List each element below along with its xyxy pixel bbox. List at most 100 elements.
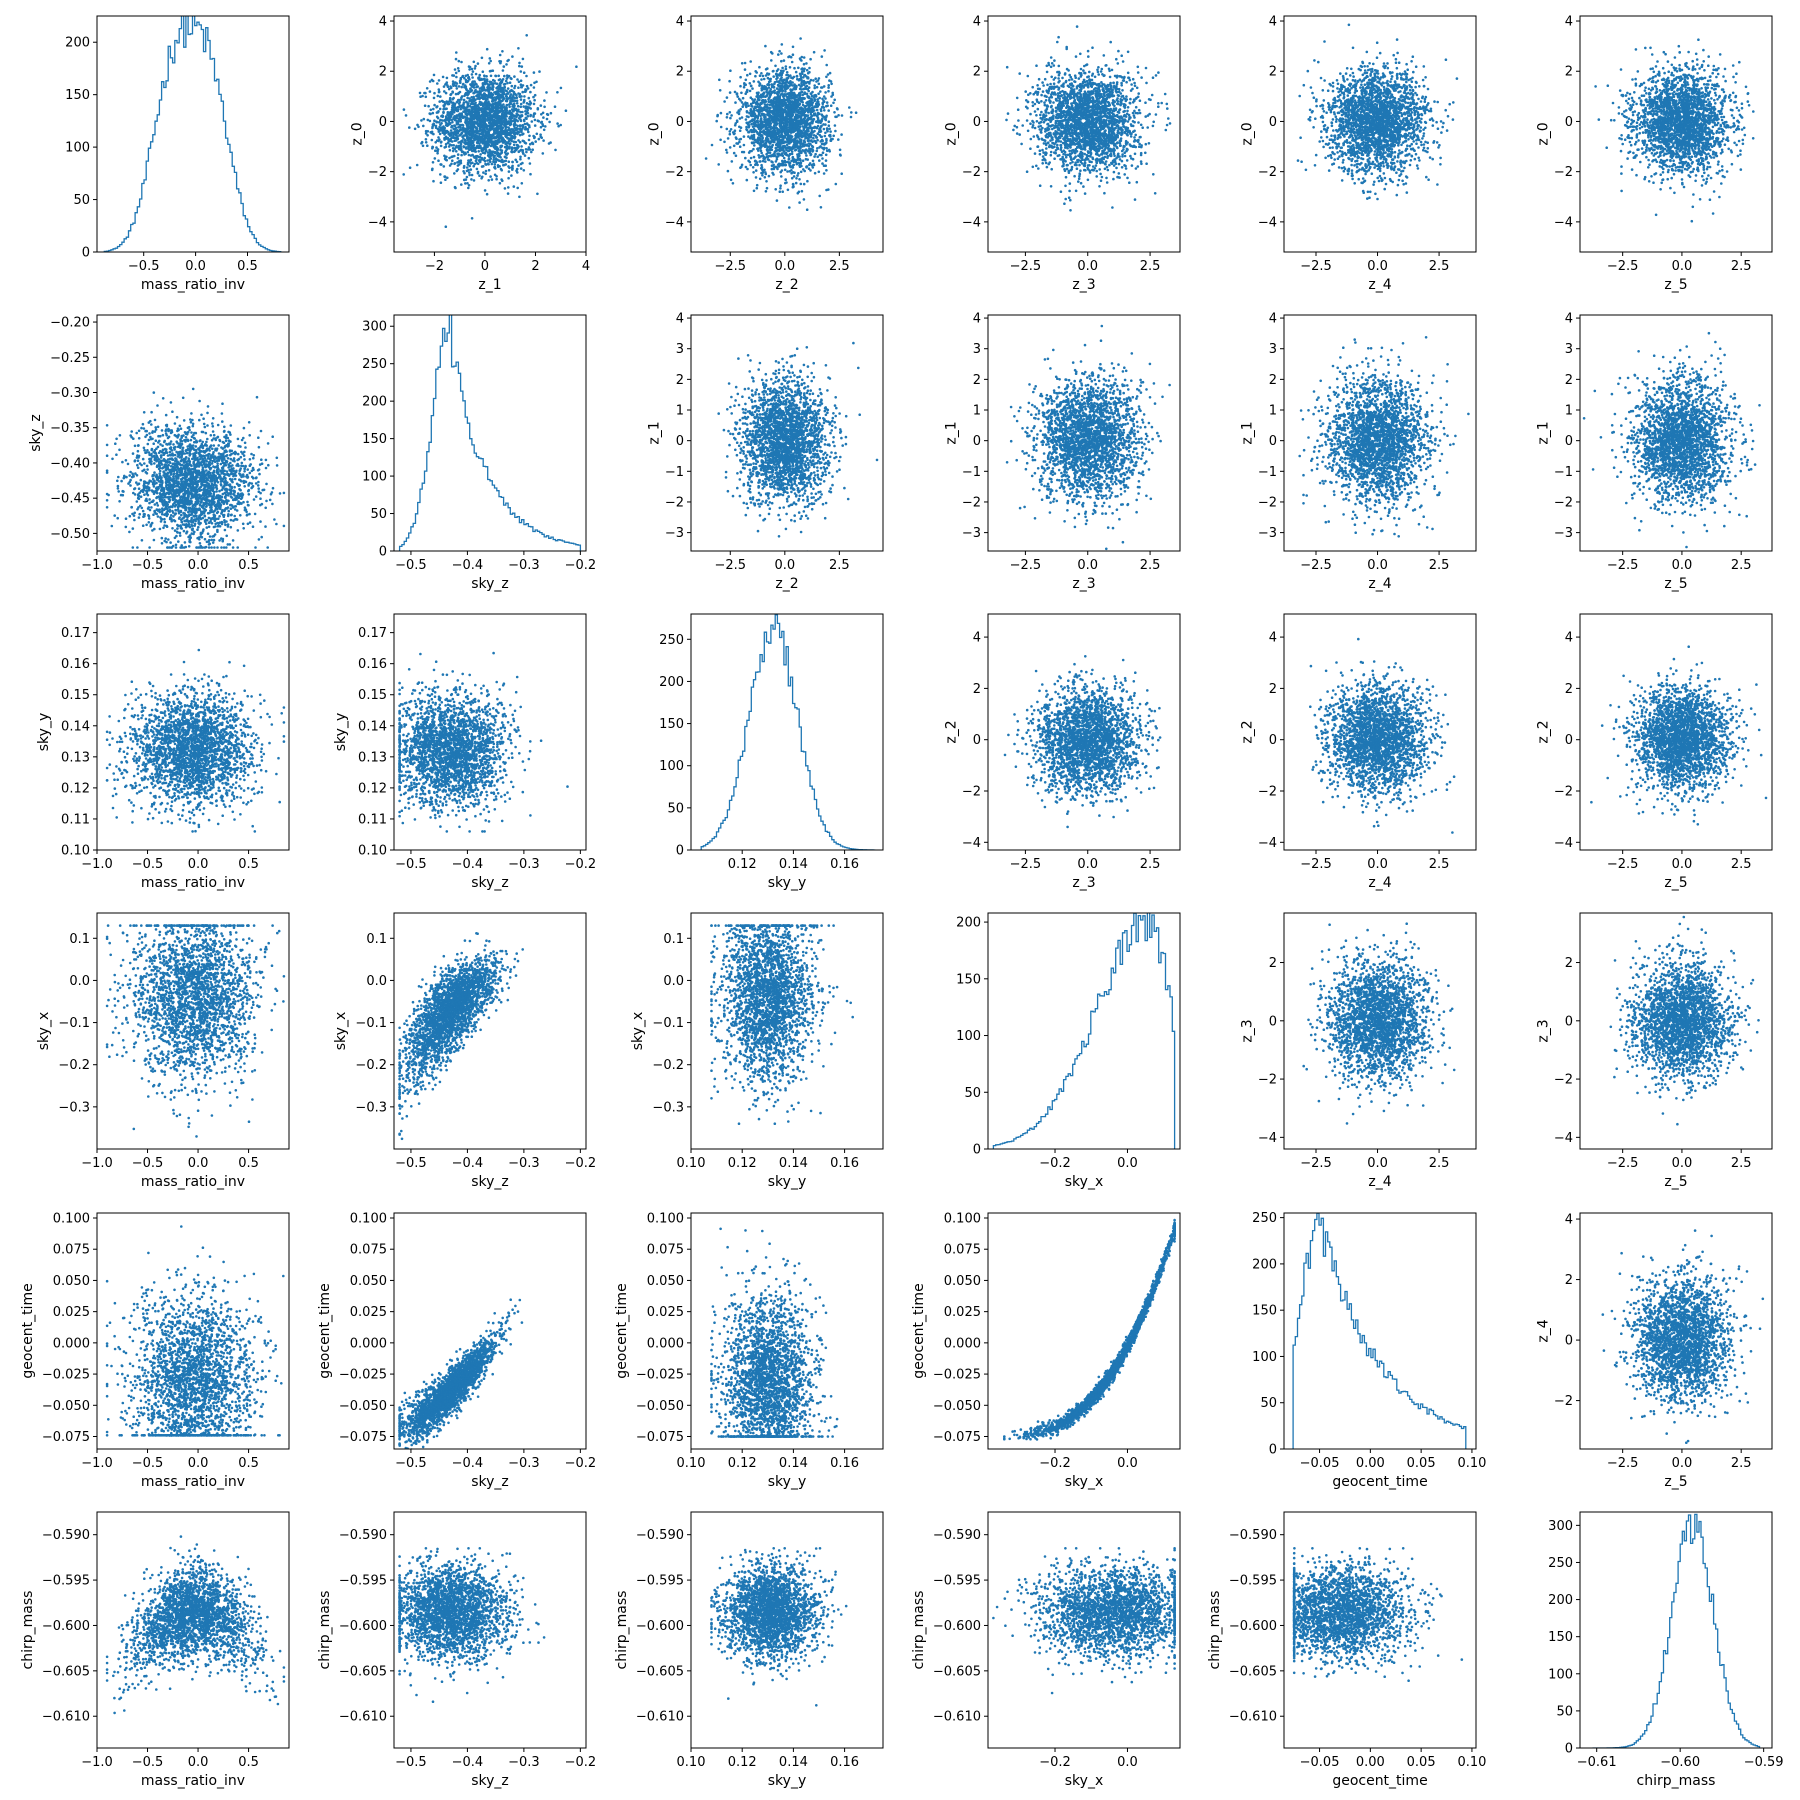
scatter-point	[459, 120, 462, 123]
scatter-point	[795, 144, 798, 147]
scatter-point	[468, 100, 471, 103]
scatter-point	[793, 97, 796, 100]
scatter-point	[431, 169, 434, 172]
scatter-point	[756, 148, 759, 151]
scatter-point	[430, 109, 433, 112]
scatter-point	[455, 145, 458, 148]
axes-frame	[97, 16, 289, 252]
scatter-point	[414, 128, 417, 131]
scatter-point	[758, 103, 761, 106]
scatter-point	[499, 84, 502, 87]
scatter-point	[523, 169, 526, 172]
scatter-point	[497, 159, 500, 162]
scatter-point	[795, 177, 798, 180]
scatter-point	[448, 145, 451, 148]
scatter-point	[764, 95, 767, 98]
scatter-point	[494, 161, 497, 164]
scatter-point	[744, 157, 747, 160]
scatter-point	[729, 111, 732, 114]
scatter-point	[777, 163, 780, 166]
scatter-point	[766, 147, 769, 150]
scatter-point	[729, 133, 732, 136]
scatter-point	[509, 112, 512, 115]
scatter-point	[781, 90, 784, 93]
scatter-point	[549, 141, 552, 144]
scatter-point	[455, 127, 458, 130]
scatter-point	[782, 161, 785, 164]
scatter-point	[795, 182, 798, 185]
scatter-point	[545, 91, 548, 94]
scatter-point	[512, 110, 515, 113]
scatter-point	[461, 139, 464, 142]
scatter-point	[503, 120, 506, 123]
scatter-point	[520, 83, 523, 86]
scatter-point	[456, 129, 459, 132]
scatter-point	[801, 114, 804, 117]
scatter-point	[736, 95, 739, 98]
scatter-point	[495, 175, 498, 178]
scatter-point	[797, 155, 800, 158]
scatter-point	[785, 147, 788, 150]
scatter-point	[468, 171, 471, 174]
scatter-point	[731, 160, 734, 163]
scatter-point	[775, 160, 778, 163]
scatter-point	[807, 114, 810, 117]
y-axis-label: z_0	[350, 122, 366, 145]
scatter-point	[779, 187, 782, 190]
scatter-point	[541, 123, 544, 126]
scatter-point	[438, 100, 441, 103]
scatter-point	[798, 149, 801, 152]
scatter-point	[508, 128, 511, 131]
scatter-point	[827, 109, 830, 112]
scatter-point	[759, 178, 762, 181]
scatter-point	[820, 154, 823, 157]
scatter-point	[795, 118, 798, 121]
scatter-point	[814, 112, 817, 115]
scatter-point	[473, 86, 476, 89]
scatter-point	[745, 126, 748, 129]
scatter-point	[772, 141, 775, 144]
scatter-point	[789, 125, 792, 128]
scatter-point	[774, 115, 777, 118]
scatter-point	[827, 188, 830, 191]
scatter-point	[1026, 170, 1029, 173]
scatter-point	[755, 103, 758, 106]
scatter-point	[475, 73, 478, 76]
scatter-point	[839, 149, 842, 152]
scatter-point	[432, 133, 435, 136]
scatter-point	[812, 166, 815, 169]
scatter-point	[828, 149, 831, 152]
scatter-point	[759, 144, 762, 147]
scatter-point	[791, 121, 794, 124]
scatter-point	[790, 160, 793, 163]
scatter-point	[783, 98, 786, 101]
scatter-point	[520, 106, 523, 109]
scatter-point	[542, 139, 545, 142]
scatter-point	[484, 100, 487, 103]
scatter-point	[810, 122, 813, 125]
scatter-point	[472, 135, 475, 138]
scatter-point	[437, 95, 440, 98]
scatter-point	[507, 186, 510, 189]
scatter-point	[756, 109, 759, 112]
scatter-point	[478, 115, 481, 118]
scatter-point	[760, 150, 763, 153]
scatter-point	[528, 135, 531, 138]
scatter-point	[495, 96, 498, 99]
scatter-point	[450, 163, 453, 166]
scatter-point	[767, 156, 770, 159]
scatter-point	[524, 90, 527, 93]
scatter-point	[525, 148, 528, 151]
scatter-point	[557, 125, 560, 128]
scatter-point	[478, 156, 481, 159]
scatter-point	[850, 111, 853, 114]
scatter-point	[458, 113, 461, 116]
x-tick-label: 0	[481, 259, 489, 274]
scatter-point	[533, 99, 536, 102]
scatter-point	[726, 96, 729, 99]
scatter-point	[500, 60, 503, 63]
scatter-point	[499, 182, 502, 185]
scatter-point	[526, 122, 529, 125]
scatter-point	[497, 75, 500, 78]
